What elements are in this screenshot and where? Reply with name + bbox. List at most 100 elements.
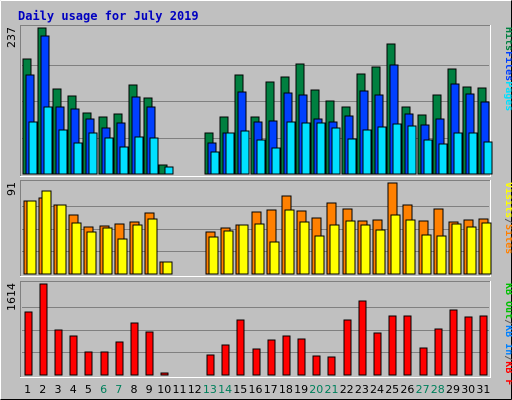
bar-kb-f <box>312 355 321 376</box>
bar-pages <box>164 166 174 175</box>
bar-pages <box>88 132 98 175</box>
bar-pages <box>28 121 38 175</box>
bar-visits <box>345 220 356 275</box>
day-label: 30 <box>461 383 475 396</box>
bar-visits <box>254 223 265 275</box>
bar-pages <box>453 132 463 175</box>
day-label: 5 <box>85 383 92 396</box>
bar-visits <box>314 235 325 275</box>
bar-kb-f <box>252 348 261 376</box>
bar-kb-f <box>327 356 336 376</box>
day-label: 31 <box>476 383 490 396</box>
bar-pages <box>240 130 250 175</box>
day-label: 20 <box>309 383 323 396</box>
bar-pages <box>256 139 266 175</box>
day-label: 28 <box>431 383 445 396</box>
legend-entry: Hits <box>503 27 512 51</box>
legend-entry: / <box>503 355 512 361</box>
bar-kb-f <box>388 315 397 376</box>
bar-kb-f <box>206 354 215 376</box>
day-label: 13 <box>203 383 217 396</box>
day-label: 7 <box>115 383 122 396</box>
bar-kb-f <box>39 283 48 376</box>
bar-pages <box>316 122 326 175</box>
panel-legend: KB Out/KB In/KB F <box>503 283 512 385</box>
bar-visits <box>86 231 97 275</box>
bar-kb-f <box>69 335 78 376</box>
day-label: 26 <box>400 383 414 396</box>
panel-max-label: 237 <box>5 27 18 48</box>
bar-pages <box>301 122 311 175</box>
bar-visits <box>284 209 295 275</box>
bar-pages <box>119 146 129 175</box>
legend-entry: / <box>503 319 512 325</box>
bar-visits <box>375 229 386 275</box>
day-label: 21 <box>325 383 339 396</box>
legend-entry: Sites <box>503 224 512 254</box>
bar-kb-f <box>221 344 230 376</box>
bar-visits <box>436 235 447 275</box>
bar-visits <box>269 241 280 275</box>
day-label: 19 <box>294 383 308 396</box>
bar-kb-f <box>267 339 276 376</box>
bar-pages <box>104 137 114 175</box>
bar-visits <box>102 227 113 275</box>
panel-legend: HitsFilesPages <box>503 27 512 111</box>
bar-kb-f <box>403 315 412 376</box>
bar-visits <box>132 224 143 275</box>
legend-entry: KB In <box>503 325 512 355</box>
day-label: 14 <box>218 383 232 396</box>
day-label: 11 <box>173 383 187 396</box>
bar-pages <box>377 126 387 175</box>
bar-pages <box>483 141 493 175</box>
day-label: 9 <box>146 383 153 396</box>
day-label: 16 <box>249 383 263 396</box>
day-label: 29 <box>446 383 460 396</box>
bar-pages <box>134 136 144 175</box>
day-label: 24 <box>370 383 384 396</box>
bar-visits <box>26 200 37 275</box>
bar-visits <box>71 222 82 275</box>
bar-pages <box>423 139 433 175</box>
bar-kb-f <box>145 331 154 376</box>
bar-visits <box>299 221 310 275</box>
bar-pages <box>468 132 478 175</box>
bar-pages <box>438 143 448 175</box>
bar-pages <box>271 147 281 175</box>
day-label: 15 <box>233 383 247 396</box>
day-label: 23 <box>355 383 369 396</box>
bar-kb-f <box>236 319 245 376</box>
day-label: 10 <box>157 383 171 396</box>
panel-max-label: 91 <box>5 182 18 196</box>
bar-visits <box>405 219 416 275</box>
bar-pages <box>225 132 235 175</box>
bar-pages <box>210 151 220 175</box>
bar-pages <box>407 125 417 175</box>
bar-pages <box>58 129 68 175</box>
bar-visits <box>117 238 128 275</box>
bar-visits <box>208 236 219 275</box>
bar-pages <box>286 121 296 175</box>
bar-kb-f <box>100 351 109 376</box>
bar-kb-f <box>449 309 458 376</box>
bar-visits <box>162 261 173 275</box>
bar-visits <box>421 234 432 275</box>
bar-kb-f <box>479 315 488 376</box>
bar-visits <box>451 223 462 275</box>
bar-visits <box>481 222 492 275</box>
bar-kb-f <box>84 351 93 376</box>
bar-kb-f <box>160 372 169 376</box>
day-label: 12 <box>188 383 202 396</box>
day-label: 27 <box>416 383 430 396</box>
day-label: 6 <box>100 383 107 396</box>
chart-title: Daily usage for July 2019 <box>18 9 199 23</box>
bar-kb-f <box>297 338 306 376</box>
bar-visits <box>390 214 401 275</box>
panel-legend: Visits/Sites <box>503 182 512 254</box>
legend-entry: KB Out <box>503 283 512 319</box>
panel-2: 91 Visits/Sites <box>5 180 512 277</box>
legend-entry: Files <box>503 51 512 81</box>
